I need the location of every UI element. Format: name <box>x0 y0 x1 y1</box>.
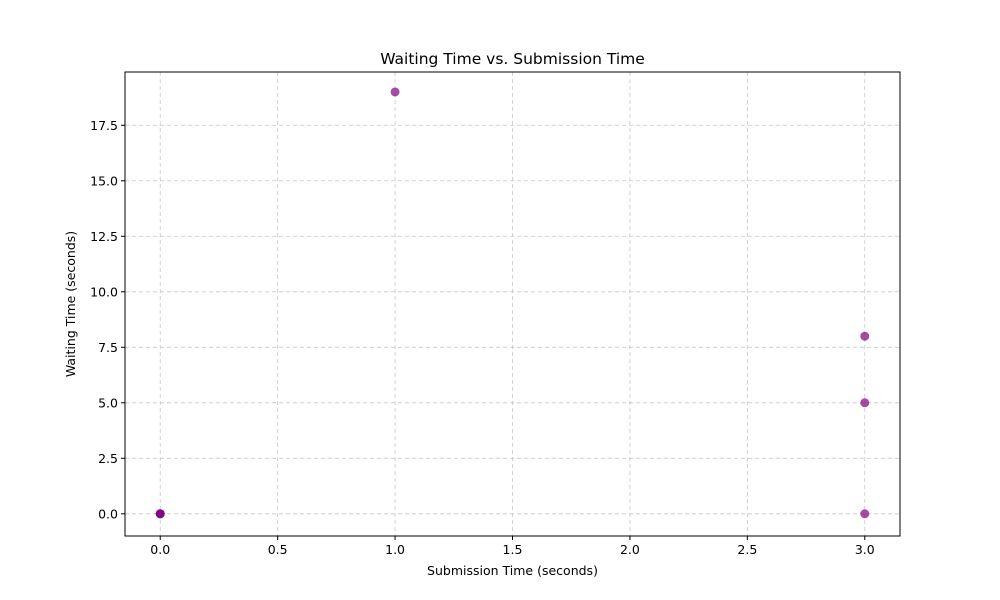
grid <box>125 72 900 536</box>
data-point <box>860 331 870 341</box>
x-axis-label: Submission Time (seconds) <box>427 563 598 578</box>
y-tick-label: 0.0 <box>98 506 118 521</box>
y-tick-label: 12.5 <box>90 229 118 244</box>
y-tick-label: 5.0 <box>98 395 118 410</box>
x-tick-label: 3.0 <box>855 542 875 557</box>
x-tick-label: 1.5 <box>503 542 523 557</box>
data-points <box>155 87 870 519</box>
x-tick-label: 2.0 <box>620 542 640 557</box>
x-tick-label: 0.5 <box>268 542 288 557</box>
data-point <box>860 509 870 519</box>
x-tick-label: 1.0 <box>385 542 405 557</box>
data-point <box>860 398 870 408</box>
data-point <box>390 87 400 97</box>
y-tick-label: 15.0 <box>90 173 118 188</box>
y-tick-label: 10.0 <box>90 284 118 299</box>
y-tick-label: 17.5 <box>90 118 118 133</box>
data-point <box>155 509 165 519</box>
x-tick-label: 2.5 <box>737 542 757 557</box>
x-axis-ticks: 0.0 0.5 1.0 1.5 2.0 2.5 3.0 <box>150 536 875 557</box>
y-axis-ticks: 0.0 2.5 5.0 7.5 10.0 12.5 15.0 17.5 <box>90 118 125 521</box>
chart-title: Waiting Time vs. Submission Time <box>380 50 645 68</box>
y-axis-label: Waiting Time (seconds) <box>63 231 78 377</box>
x-tick-label: 0.0 <box>150 542 170 557</box>
y-tick-label: 7.5 <box>98 340 118 355</box>
y-tick-label: 2.5 <box>98 451 118 466</box>
